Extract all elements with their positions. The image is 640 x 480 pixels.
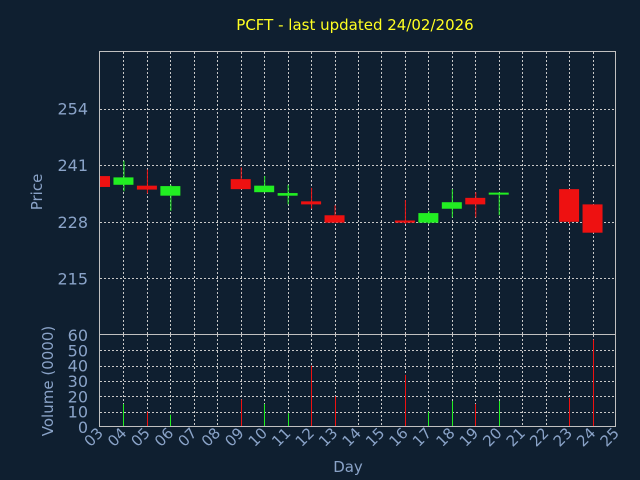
- candle-body: [254, 185, 275, 193]
- volume-bar: [499, 400, 500, 427]
- volume-grid: [100, 335, 616, 427]
- candle-body: [488, 192, 509, 195]
- chart-title: PCFT - last updated 24/02/2026: [236, 16, 473, 34]
- price-candles: [100, 160, 603, 233]
- day-tick-label: 11: [268, 424, 294, 450]
- day-tick-label: 16: [386, 424, 412, 450]
- volume-tick-label: 30: [68, 372, 88, 391]
- price-tick-label: 241: [57, 156, 88, 175]
- candle-body: [160, 186, 181, 196]
- day-tick-label: 19: [456, 424, 482, 450]
- price-tick-labels: 215 228 241 254: [57, 100, 88, 289]
- day-tick-label: 04: [104, 424, 130, 450]
- volume-bar: [264, 404, 265, 427]
- day-tick-label: 17: [409, 424, 435, 450]
- day-tick-label: 05: [128, 424, 154, 450]
- volume-bar: [405, 374, 406, 427]
- candle-body: [582, 204, 603, 233]
- volume-tick-label: 40: [68, 357, 88, 376]
- candle-body: [441, 202, 462, 209]
- volume-tick-label: 0: [78, 418, 88, 437]
- price-tick-label: 254: [57, 100, 88, 119]
- volume-tick-label: 50: [68, 341, 88, 360]
- volume-bars: [123, 339, 594, 427]
- day-tick-label: 22: [526, 424, 552, 450]
- volume-tick-label: 60: [68, 326, 88, 345]
- day-tick-label: 24: [573, 424, 599, 450]
- day-tick-label: 07: [174, 424, 200, 450]
- day-tick-label: 13: [315, 424, 341, 450]
- volume-bar: [335, 396, 336, 427]
- volume-bar: [452, 400, 453, 427]
- candle-body: [394, 220, 415, 223]
- volume-bar: [170, 414, 171, 427]
- day-tick-label: 23: [550, 424, 576, 450]
- volume-bar: [123, 404, 124, 427]
- volume-bar: [288, 413, 289, 427]
- candle-body: [136, 185, 157, 190]
- candle-body: [230, 179, 251, 190]
- day-tick-label: 12: [292, 424, 318, 450]
- candle-body: [277, 193, 298, 196]
- candle-body: [465, 197, 486, 205]
- day-tick-label: 09: [221, 424, 247, 450]
- volume-tick-label: 10: [68, 403, 88, 422]
- volume-bar: [311, 365, 312, 427]
- day-tick-label: 25: [597, 424, 623, 450]
- volume-bar: [241, 399, 242, 427]
- day-tick-label: 20: [479, 424, 505, 450]
- volume-panel-frame: [99, 334, 616, 427]
- day-tick-label: 06: [151, 424, 177, 450]
- price-tick-label: 228: [57, 213, 88, 232]
- day-axis-label: Day: [333, 458, 363, 476]
- day-tick-label: 21: [503, 424, 529, 450]
- candle-body: [301, 201, 322, 205]
- candle-body: [113, 177, 134, 185]
- day-tick-labels: 0304050607080910111213141516171819202122…: [81, 424, 623, 450]
- volume-tick-label: 20: [68, 387, 88, 406]
- volume-bar: [569, 397, 570, 427]
- candle-body: [100, 176, 110, 187]
- price-axis-label: Price: [28, 174, 46, 211]
- volume-bar: [475, 404, 476, 427]
- day-tick-label: 08: [198, 424, 224, 450]
- candle-body: [559, 189, 580, 222]
- day-tick-label: 15: [362, 424, 388, 450]
- volume-axis-label: Volume (0000): [39, 326, 57, 436]
- candle-body: [418, 213, 439, 223]
- day-tick-label: 14: [339, 424, 365, 450]
- day-tick-label: 10: [245, 424, 271, 450]
- day-tick-label: 18: [432, 424, 458, 450]
- volume-bar: [147, 411, 148, 427]
- price-tick-label: 215: [57, 269, 88, 288]
- candle-body: [324, 215, 345, 223]
- volume-bar: [593, 339, 594, 427]
- volume-bar: [428, 411, 429, 427]
